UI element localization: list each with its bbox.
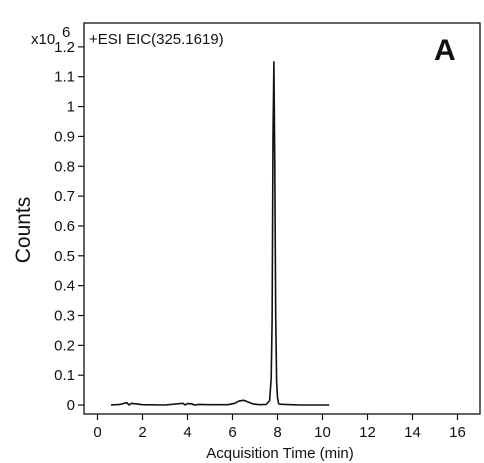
y-tick-label: 0.5 [54, 248, 75, 265]
x-tick-label: 12 [359, 424, 376, 441]
y-tick-label: 0.7 [54, 188, 75, 205]
y-tick-label: 0.1 [54, 367, 75, 384]
x-tick-label: 2 [138, 424, 146, 441]
y-tick-label: 0.6 [54, 218, 75, 235]
panel-label: A [434, 34, 456, 67]
scale-exponent-label: 6 [62, 24, 70, 41]
x-axis-ticks: 0 2 4 6 8 10 12 14 16 [93, 414, 466, 441]
y-tick-label: 1 [67, 99, 75, 116]
y-tick-label: 0 [67, 397, 75, 414]
trace-label: +ESI EIC(325.1619) [89, 31, 224, 48]
y-axis-ticks: 0 0.1 0.2 0.3 0.4 0.5 0.6 0.7 0.8 0.9 1 1.1 1.2 [54, 39, 84, 414]
scale-multiplier-label: x10 [31, 31, 55, 48]
x-tick-label: 4 [183, 424, 191, 441]
x-axis-title: Acquisition Time (min) [206, 445, 354, 462]
x-tick-label: 6 [228, 424, 236, 441]
y-tick-label: 0.9 [54, 128, 75, 145]
x-tick-label: 0 [93, 424, 101, 441]
y-axis-title: Counts [12, 197, 35, 264]
eic-trace-line [110, 60, 330, 406]
x-tick-label: 8 [273, 424, 281, 441]
y-tick-label: 1.1 [54, 69, 75, 86]
y-tick-label: 0.3 [54, 308, 75, 325]
x-tick-label: 10 [314, 424, 331, 441]
plot-frame [83, 22, 481, 415]
y-tick-label: 0.8 [54, 158, 75, 175]
y-tick-label: 1.2 [54, 39, 75, 56]
x-tick-label: 14 [404, 424, 421, 441]
x-tick-label: 16 [449, 424, 466, 441]
y-tick-label: 0.2 [54, 337, 75, 354]
y-tick-label: 0.4 [54, 278, 75, 295]
